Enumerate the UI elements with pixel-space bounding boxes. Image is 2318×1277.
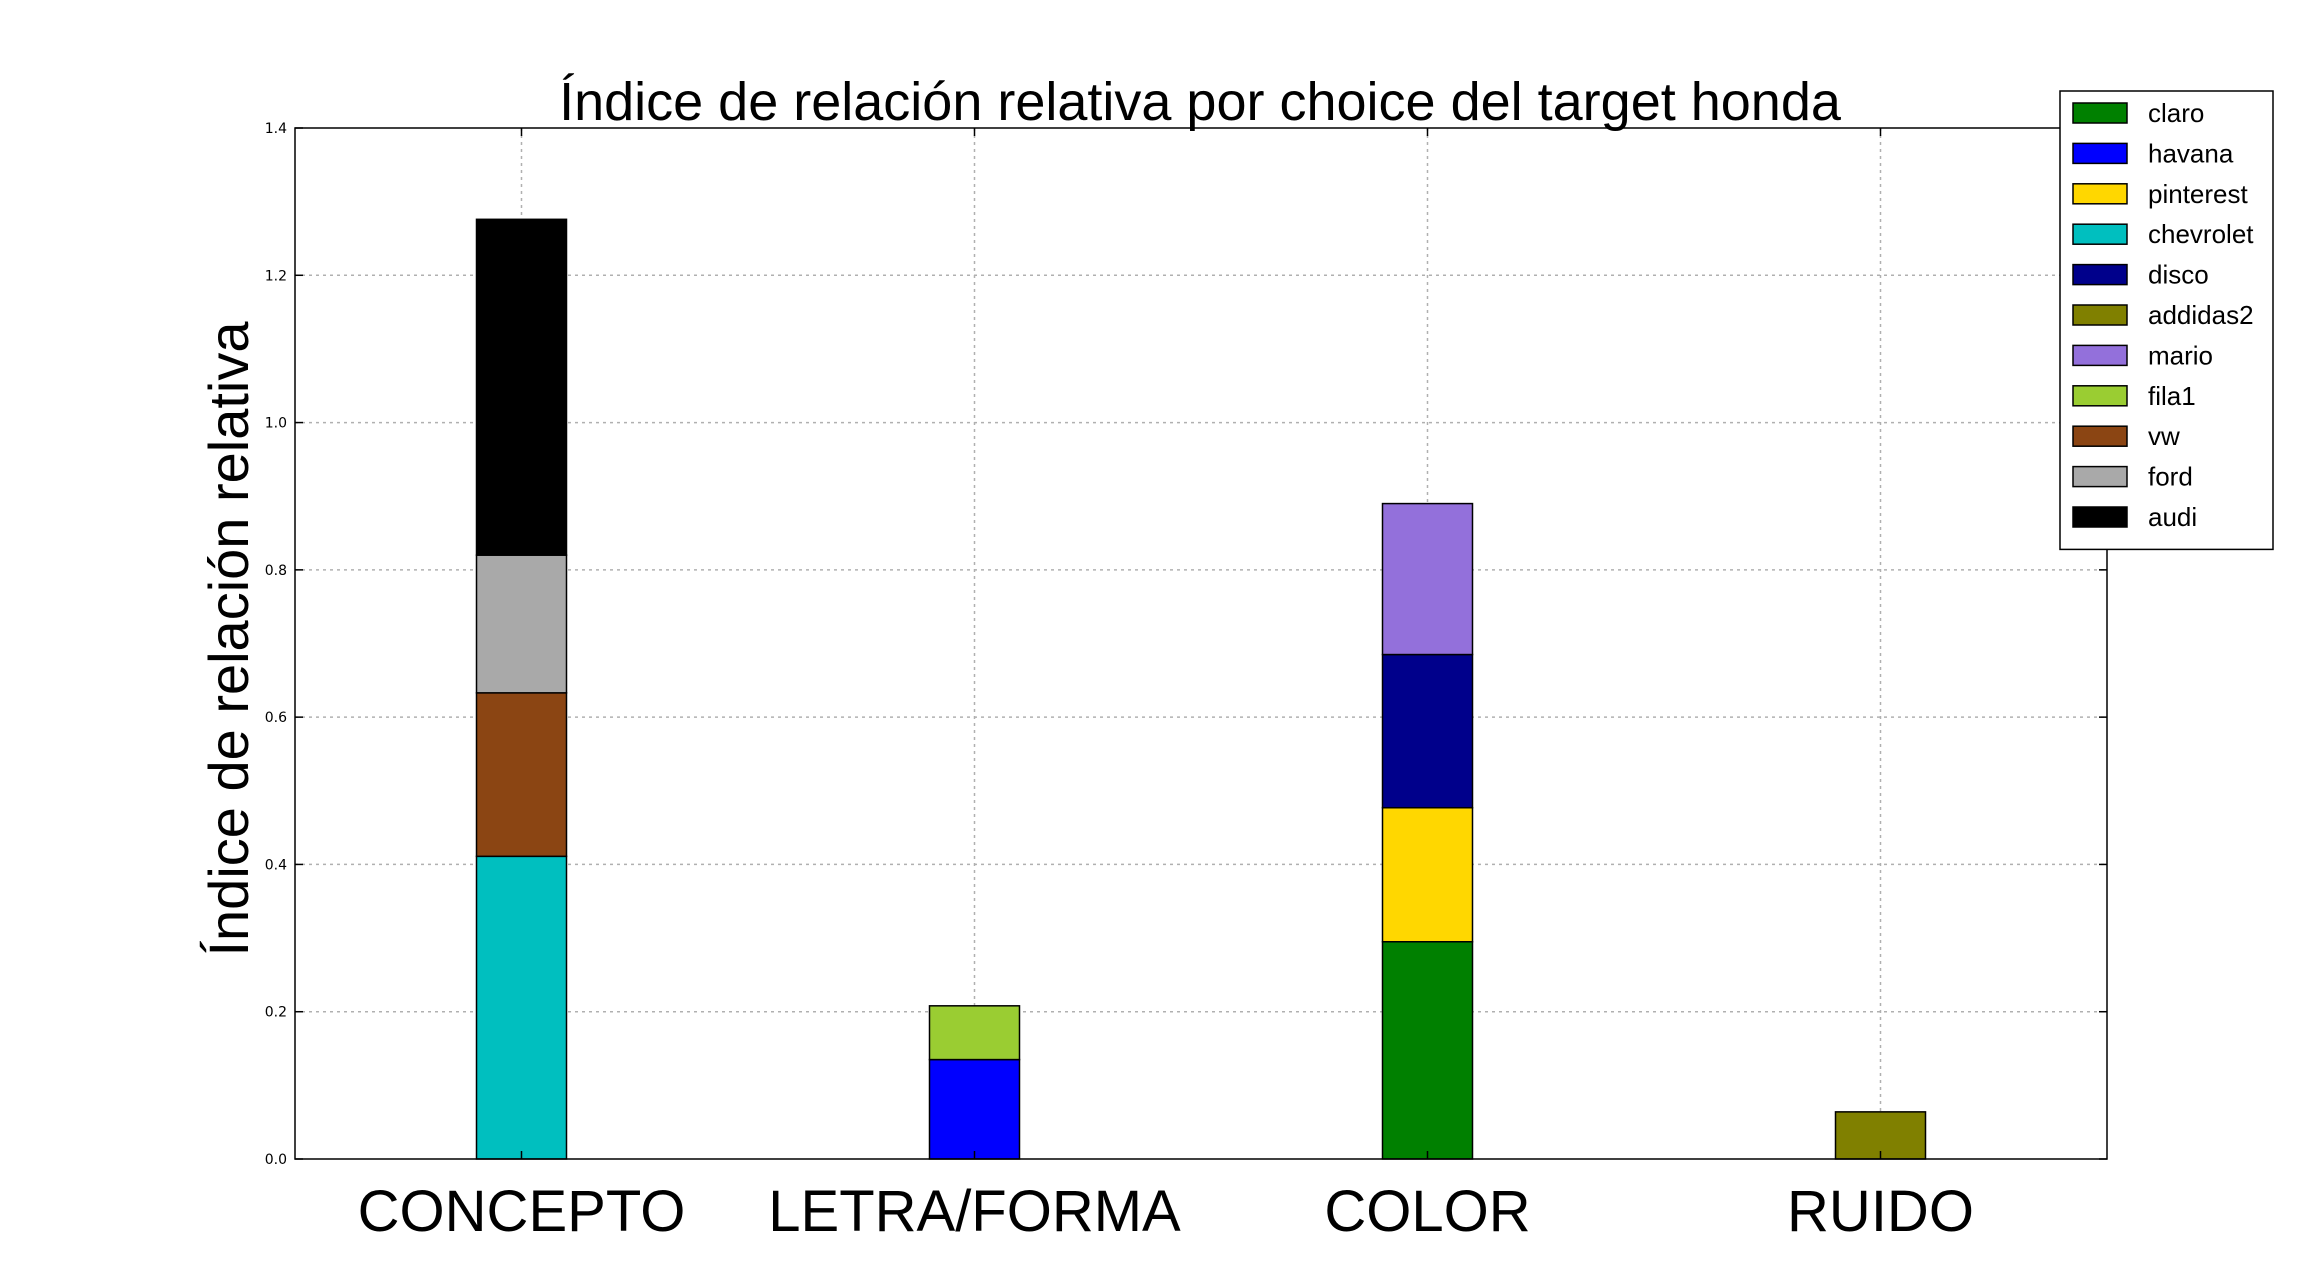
bars [475,218,1927,1160]
x-tick-label: COLOR [1324,1179,1530,1244]
y-axis-label: Índice de relación relativa [197,321,260,957]
x-tick-label: CONCEPTO [358,1179,686,1244]
legend-label-havana: havana [2148,138,2234,168]
y-tick-label: 0.6 [265,710,287,726]
plot-area-frame [294,127,2108,1160]
grid-lines [295,128,2107,1159]
legend-swatch-addidas2 [2072,304,2128,326]
legend-swatch-mario [2072,344,2128,367]
legend-swatch-audi [2072,506,2128,528]
legend-swatch-disco [2072,263,2128,286]
y-tick-label: 0.2 [265,1005,287,1021]
bar-pinterest-color [1381,806,1474,943]
bar-mario-color [1381,502,1474,656]
legend-swatch-fila1 [2072,385,2128,407]
legend-label-fila1: fila1 [2148,381,2196,411]
y-tick-label: 0.0 [265,1152,287,1168]
legend-label-claro: claro [2148,98,2204,128]
chart-title: Índice de relación relativa por choice d… [559,72,1842,132]
bar-fila1-letra-forma [928,1005,1021,1061]
x-axis-ticks: CONCEPTO LETRA/FORMA COLOR RUIDO [358,128,1974,1244]
legend-label-ford: ford [2148,462,2193,492]
bar-disco-color [1381,653,1474,809]
legend-label-mario: mario [2148,340,2213,370]
legend-label-pinterest: pinterest [2148,179,2248,209]
bar-havana-letra-forma [928,1058,1021,1160]
legend-swatch-havana [2072,142,2128,165]
legend-swatch-vw [2072,425,2128,447]
legend-swatch-claro [2072,102,2128,124]
legend-label-addidas2: addidas2 [2148,300,2254,330]
legend-swatch-pinterest [2072,183,2128,205]
legend-label-audi: audi [2148,502,2197,532]
y-axis-ticks: 0.0 0.2 0.4 0.6 0.8 1.0 1.2 1.4 [265,121,2107,1168]
bar-chevrolet-concepto [475,855,568,1160]
y-tick-label: 1.0 [265,416,287,432]
legend-swatch-ford [2072,465,2128,488]
y-tick-label: 0.4 [265,857,287,873]
x-tick-label: LETRA/FORMA [768,1179,1181,1244]
y-tick-label: 1.2 [265,268,287,284]
legend-label-vw: vw [2148,421,2180,451]
legend-label-disco: disco [2148,260,2209,290]
y-tick-label: 1.4 [265,121,287,137]
bar-vw-concepto [475,692,568,858]
legend-swatch-chevrolet [2072,223,2128,245]
x-tick-label: RUIDO [1787,1179,1974,1244]
bar-audi-concepto [475,218,568,556]
bar-claro-color [1381,941,1474,1160]
legend: claro havana pinterest chevrolet disco addida… [2059,90,2274,551]
legend-label-chevrolet: chevrolet [2148,219,2254,249]
y-tick-label: 0.8 [265,563,287,579]
bar-ford-concepto [475,554,568,694]
